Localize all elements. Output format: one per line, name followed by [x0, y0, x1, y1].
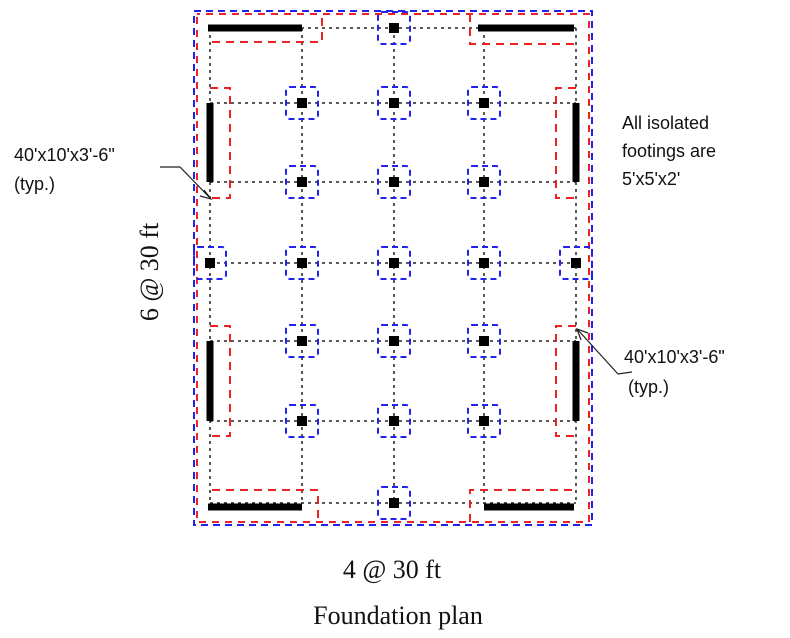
column-marker: [297, 258, 307, 268]
isolated-footing-outline: [285, 404, 319, 438]
note-line-1: All isolated: [622, 113, 709, 133]
column-marker: [297, 416, 307, 426]
isolated-footing-outline: [377, 486, 411, 520]
isolated-footing-outline: [193, 246, 227, 280]
callout-left-typ: (typ.): [14, 174, 55, 194]
column-marker: [389, 23, 399, 33]
isolated-footing-outline: [285, 86, 319, 120]
callout-left-size: 40'x10'x3'-6": [14, 145, 115, 165]
callout-leaders: [160, 166, 633, 375]
column-marker: [571, 258, 581, 268]
callout-right-size: 40'x10'x3'-6": [624, 347, 725, 367]
isolated-footing-outline: [377, 86, 411, 120]
note-line-3: 5'x5'x2': [622, 169, 680, 189]
columns: [205, 23, 581, 508]
isolated-footing-outline: [559, 246, 593, 280]
strip-footing-outlines: [210, 14, 576, 522]
strip-footing-outline: [469, 489, 576, 522]
vertical-dimension-label: 6 @ 30 ft: [135, 222, 164, 321]
column-marker: [389, 336, 399, 346]
strip-footing-outline: [212, 489, 319, 522]
isolated-footing-outlines: [193, 11, 593, 520]
note-line-2: footings are: [622, 141, 716, 161]
column-marker: [297, 98, 307, 108]
isolated-footing-outline: [377, 11, 411, 45]
strip-footing-outline: [469, 14, 576, 45]
callout-left-arrowhead: [199, 189, 213, 201]
column-marker: [389, 98, 399, 108]
isolated-footing-outline: [377, 246, 411, 280]
horizontal-dimension-label: 4 @ 30 ft: [343, 555, 442, 584]
column-marker: [389, 498, 399, 508]
column-marker: [479, 416, 489, 426]
outer-boundary-red: [196, 13, 590, 523]
column-marker: [479, 336, 489, 346]
isolated-footing-outline: [377, 165, 411, 199]
column-marker: [479, 258, 489, 268]
callout-right-leader: [577, 329, 633, 375]
column-marker: [389, 416, 399, 426]
isolated-footing-outline: [467, 404, 501, 438]
strip-footing-outline: [210, 87, 231, 199]
isolated-footing-outline: [285, 324, 319, 358]
column-marker: [389, 177, 399, 187]
isolated-footing-outline: [285, 246, 319, 280]
strip-footing-outline: [555, 325, 576, 437]
column-marker: [389, 258, 399, 268]
column-marker: [205, 258, 215, 268]
diagram-caption: Foundation plan: [313, 601, 483, 630]
strip-footing-outline: [210, 325, 231, 437]
isolated-footing-outline: [285, 165, 319, 199]
column-marker: [479, 177, 489, 187]
isolated-footing-outline: [467, 246, 501, 280]
column-marker: [479, 98, 489, 108]
isolated-footing-outline: [377, 404, 411, 438]
callout-right-arrowhead: [575, 327, 589, 341]
isolated-footing-outline: [377, 324, 411, 358]
callout-right-typ: (typ.): [628, 377, 669, 397]
isolated-footing-outline: [467, 165, 501, 199]
shear-walls: [206, 24, 580, 511]
strip-footing-outline: [555, 87, 576, 199]
isolated-footing-outline: [467, 86, 501, 120]
strip-footing-outline: [212, 14, 323, 43]
callout-left: 40'x10'x3'-6" (typ.): [14, 145, 115, 194]
column-marker: [297, 336, 307, 346]
isolated-footing-note: All isolated footings are 5'x5'x2': [622, 113, 716, 189]
callout-right: 40'x10'x3'-6" (typ.): [624, 347, 725, 397]
callout-left-leader: [160, 166, 211, 199]
isolated-footing-outline: [467, 324, 501, 358]
column-marker: [297, 177, 307, 187]
